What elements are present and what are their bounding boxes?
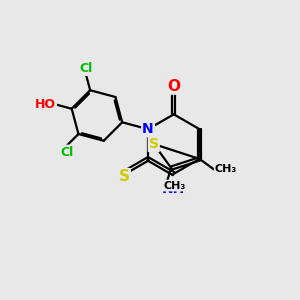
Text: NH: NH [162,182,185,196]
Text: O: O [167,79,180,94]
Text: Cl: Cl [79,62,93,75]
Text: CH₃: CH₃ [163,181,185,190]
Text: Cl: Cl [60,146,74,159]
Text: S: S [119,169,130,184]
Text: S: S [149,137,159,151]
Text: CH₃: CH₃ [215,164,237,174]
Text: N: N [142,122,154,136]
Text: HO: HO [35,98,56,111]
